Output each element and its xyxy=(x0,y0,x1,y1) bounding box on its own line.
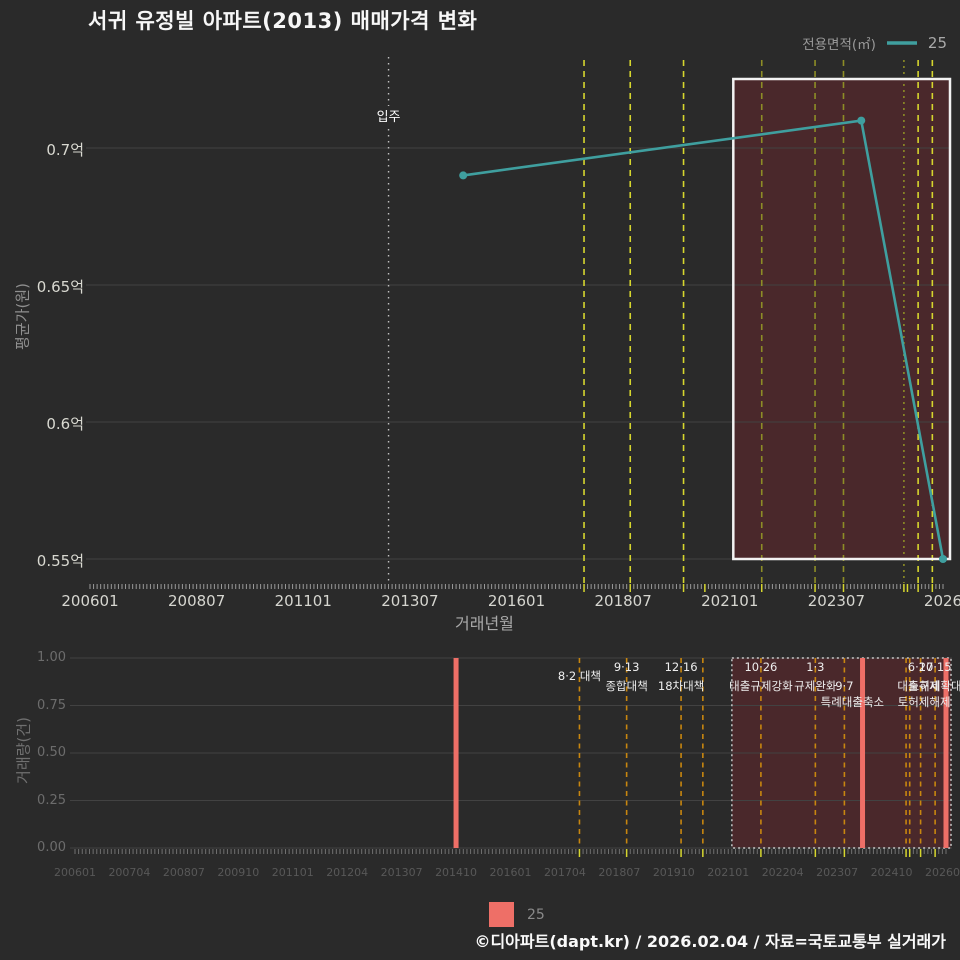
annotation-text: 10·26 xyxy=(744,660,778,674)
volume-xtick-label: 200807 xyxy=(162,866,205,879)
volume-xtick-label: 201704 xyxy=(543,866,586,879)
price-ytick-label: 0.6억 xyxy=(46,415,84,433)
price-x-axis-title: 거래년월 xyxy=(455,614,514,633)
annotation-text: 규제완화 xyxy=(794,679,837,693)
annotation-text: 6·27 xyxy=(907,660,934,674)
volume-xtick-label: 201910 xyxy=(652,866,695,879)
price-ytick-label: 0.55억 xyxy=(36,552,84,570)
price-point xyxy=(857,116,866,125)
price-ytick-label: 0.7억 xyxy=(46,141,84,159)
price-xtick-label: 201807 xyxy=(594,592,652,610)
volume-xtick-label: 201601 xyxy=(489,866,532,879)
legend-title: 전용면적(㎡) xyxy=(802,37,876,53)
volume-xtick-label: 200910 xyxy=(217,866,260,879)
price-legend: 전용면적(㎡) 25 xyxy=(802,33,947,53)
annotation-text: 특례대출축소 xyxy=(820,695,885,709)
price-xtick-label: 201307 xyxy=(381,592,439,610)
price-xtick-label: 200601 xyxy=(61,592,119,610)
annotation-text: 대출규제강화 xyxy=(729,679,793,693)
volume-xtick-label: 201307 xyxy=(380,866,423,879)
volume-ytick-label: 0.50 xyxy=(37,745,66,760)
footer-credit: ©디아파트(dapt.kr) / 2026.02.04 / 자료=국토교통부 실… xyxy=(474,932,946,951)
volume-xtick-label: 200601 xyxy=(54,866,96,879)
legend-line-swatch xyxy=(886,41,917,45)
annotation-text: 종합대책 xyxy=(605,679,648,693)
volume-bar xyxy=(453,658,459,848)
price-xtick-label: 202307 xyxy=(807,592,866,610)
volume-xtick-label: 201101 xyxy=(271,866,314,879)
price-xtick-label: 200807 xyxy=(167,592,226,610)
annotation-text: 8·2 대책 xyxy=(557,669,602,683)
volume-bar xyxy=(860,658,866,848)
annotation-text: 10·15 xyxy=(918,660,952,674)
volume-xtick-label: 202101 xyxy=(707,866,750,879)
legend-series-label: 25 xyxy=(927,34,947,52)
page-title: 서귀 유정빌 아파트(2013) 매매가격 변화 xyxy=(88,9,478,33)
annotation-text: 12·16 xyxy=(664,660,698,674)
price-xtick-label: 2026 xyxy=(923,592,960,610)
volume-xtick-label: 202410 xyxy=(870,866,913,879)
annotation-text: 9·13 xyxy=(613,660,640,674)
volume-xtick-label: 200704 xyxy=(108,866,151,879)
legend-color-swatch xyxy=(489,902,514,927)
annotation-text: 토허제해제 xyxy=(897,695,951,709)
highlight-rect-price xyxy=(733,79,950,559)
annotation-text: 1·3 xyxy=(806,660,825,674)
move-in-label: 입주 xyxy=(375,106,402,125)
volume-xtick-label: 202307 xyxy=(816,866,859,879)
highlight-border-price xyxy=(732,77,952,561)
volume-legend-label: 25 xyxy=(527,906,545,923)
price-xtick-label: 201101 xyxy=(274,592,332,610)
price-ytick-label: 0.65억 xyxy=(36,278,84,296)
annotation-text: 토허제확대 xyxy=(908,679,960,693)
volume-xtick-label: 201410 xyxy=(435,866,478,879)
volume-ytick-label: 0.00 xyxy=(37,840,66,855)
price-xtick-label: 201601 xyxy=(487,592,546,610)
volume-ytick-label: 1.00 xyxy=(37,650,66,665)
volume-xtick-label: 202204 xyxy=(761,866,804,879)
volume-xtick-label: 201204 xyxy=(326,866,369,879)
annotation-text: 9·7 xyxy=(835,679,854,693)
volume-xtick-label: 201807 xyxy=(598,866,641,879)
volume-ytick-label: 0.75 xyxy=(37,697,66,713)
annotation-text: 18차대책 xyxy=(657,679,705,693)
price-point xyxy=(459,171,468,180)
volume-bar xyxy=(943,658,949,848)
annotation-text: 대출규제 xyxy=(897,679,940,693)
volume-ytick-label: 0.25 xyxy=(37,792,66,808)
price-xtick-label: 202101 xyxy=(701,592,759,610)
volume-xtick-label: 202601 xyxy=(925,866,960,879)
price-point xyxy=(939,555,947,563)
volume-legend: 25 xyxy=(489,902,545,927)
